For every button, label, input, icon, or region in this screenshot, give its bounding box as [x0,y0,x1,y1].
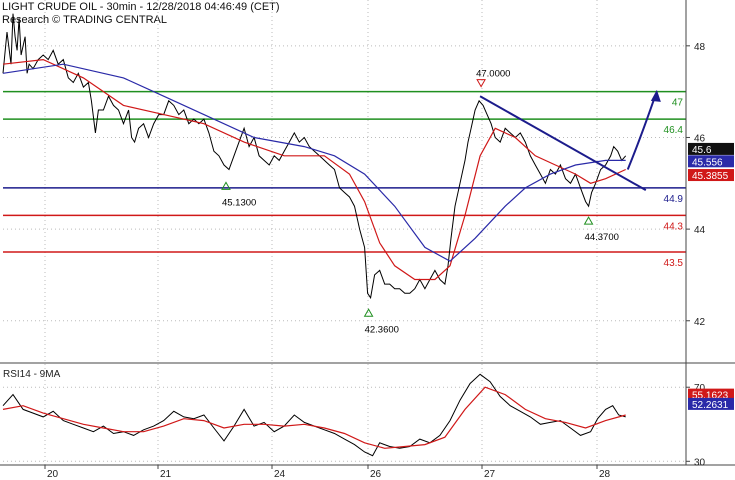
day-label: 26 [370,469,382,480]
rsi-ma-series [2,386,626,449]
price-badge-label: 45.3855 [692,171,729,182]
level-label: 47 [672,98,684,109]
rsi-badge-label: 52.2631 [692,400,729,411]
level-label: 43.5 [664,258,684,269]
price-tick-label: 44 [694,225,706,236]
day-label: 27 [484,469,496,480]
low-label: 44.3700 [585,232,619,243]
low-label: 42.3600 [365,324,399,335]
price-badge [688,142,734,155]
low-marker [583,216,594,225]
rsi-panel-label: RSI14 - 9MA [3,369,61,380]
price-badge [688,155,734,168]
day-label: 21 [160,469,172,480]
rsi-badge [688,397,734,410]
day-label: 24 [274,469,286,480]
ma-red-series [2,58,626,281]
low-marker [221,181,231,190]
level-label: 44.3 [664,221,684,232]
high-marker [476,79,486,88]
price-badge [688,169,734,182]
price-badge-label: 45.6 [692,145,712,156]
price-tick-label: 42 [694,317,706,328]
low-marker [363,308,374,317]
level-label: 46.4 [664,125,684,136]
price-badge-label: 45.556 [692,157,723,168]
low-label: 45.1300 [222,197,256,208]
rsi-tick-label: 30 [694,457,706,468]
rsi-series [2,373,626,457]
day-label: 28 [599,469,611,480]
price-tick-label: 46 [694,133,706,144]
day-label: 20 [47,469,59,480]
rsi-badge-label: 55.1623 [692,391,729,402]
ma-blue-series [2,63,626,262]
chart-title: LIGHT CRUDE OIL - 30min - 12/28/2018 04:… [2,1,280,13]
trend-line [479,95,647,192]
forecast-arrowhead [650,89,661,102]
forecast-arrow [626,93,657,170]
high-label: 47.0000 [476,69,510,80]
price-tick-label: 48 [694,42,706,53]
chart-source: Research © TRADING CENTRAL [2,14,167,26]
rsi-badge [688,388,734,401]
level-label: 44.9 [664,194,684,205]
